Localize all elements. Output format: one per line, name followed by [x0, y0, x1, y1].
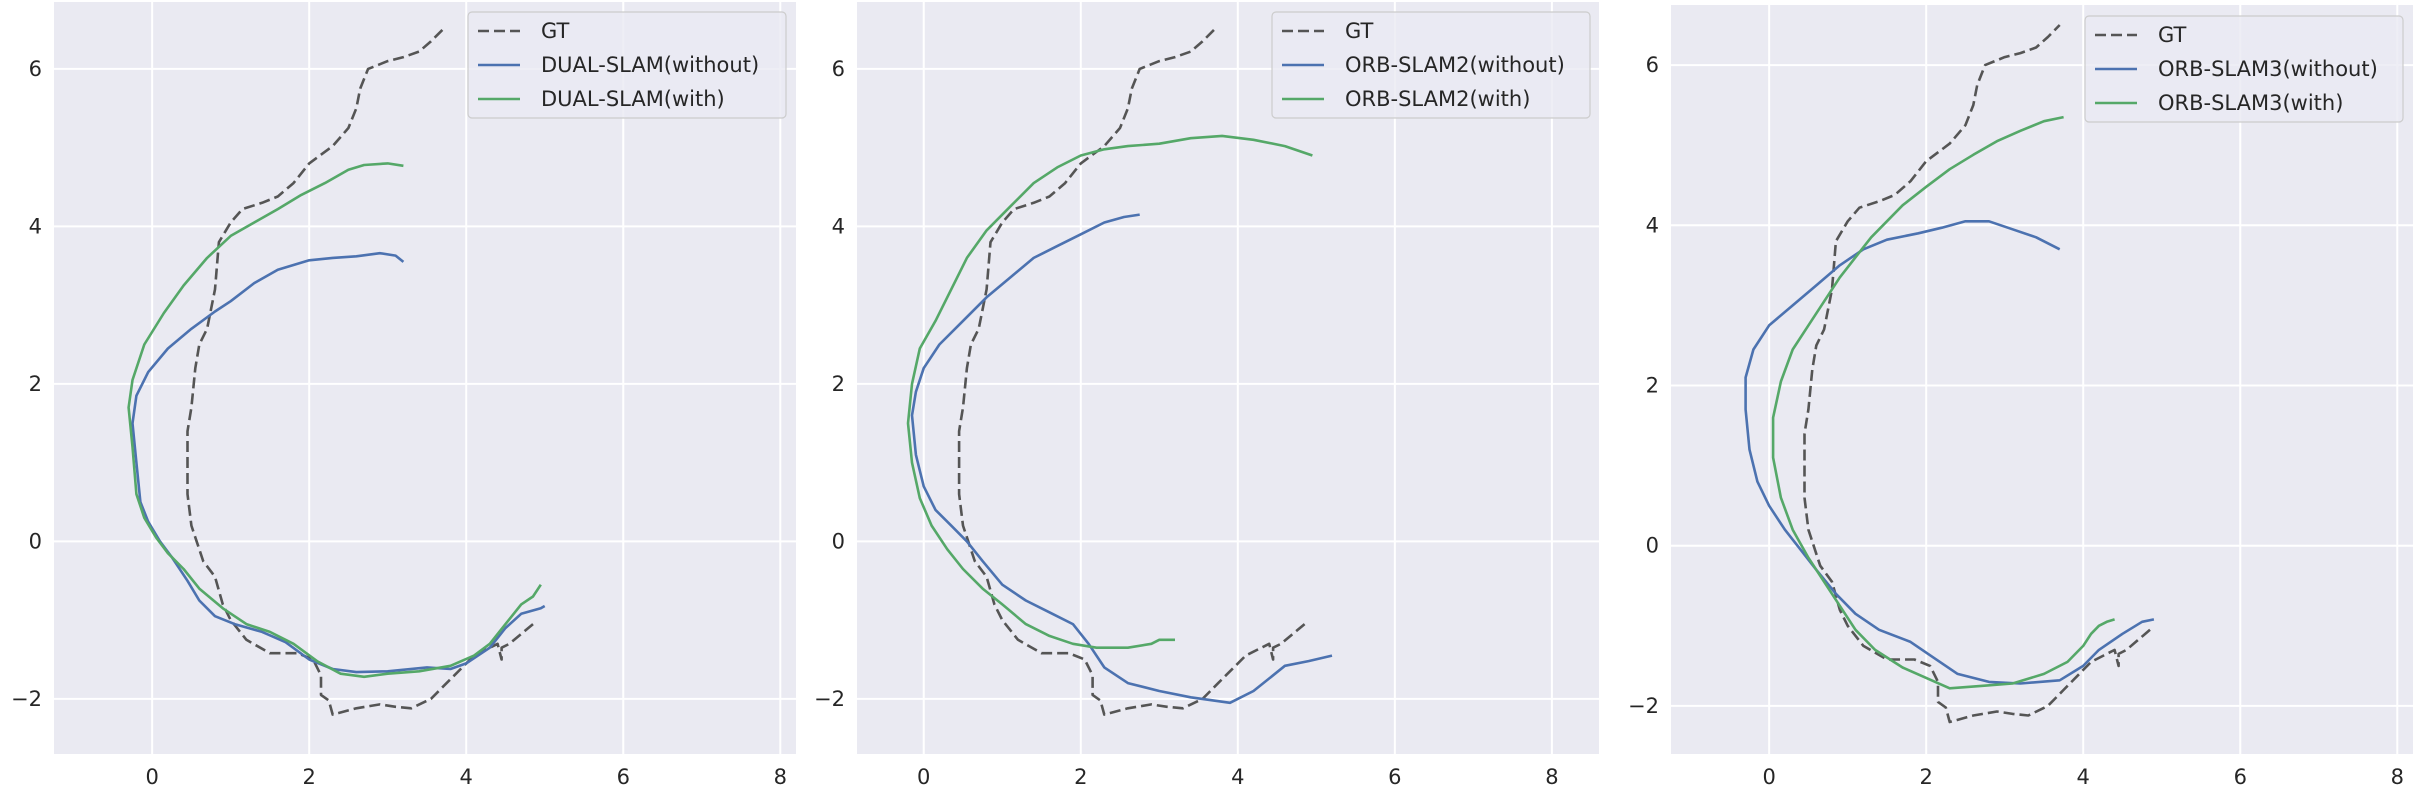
y-tick-label: 2: [832, 372, 845, 396]
y-tick-label: 2: [1646, 374, 1659, 398]
x-tick-label: 0: [145, 765, 158, 789]
x-tick-label: 0: [917, 765, 930, 789]
legend-box: [2084, 15, 2404, 123]
legend-label: DUAL-SLAM(with): [541, 87, 725, 111]
gridlines: [1671, 5, 2413, 754]
subplot-orb-slam2: 0 2 4 6 8 −2 0 2 4 6 GT ORB-SLAM2(without) ORB-SLAM2…: [814, 2, 1599, 789]
legend-label: GT: [2158, 23, 2187, 47]
plot-area: [1671, 5, 2413, 754]
series-line-orb-slam2-without: [910, 213, 1333, 705]
x-tick-label: 8: [1545, 765, 1558, 789]
x-tick-label: 6: [1388, 765, 1401, 789]
x-tick-label: 4: [2077, 765, 2090, 789]
series-line-dual-slam-with: [127, 162, 542, 679]
series-line-orb-slam3-without: [1744, 220, 2155, 685]
legend-box: [467, 11, 787, 119]
y-tick-label: 4: [832, 214, 845, 238]
subplot-orb-slam3: 0 2 4 6 8 −2 0 2 4 6 GT ORB-SLAM3(without) ORB-SLAM3…: [1628, 5, 2413, 789]
x-tick-label: 6: [617, 765, 630, 789]
y-tick-label: 6: [1646, 53, 1659, 77]
legend: GT ORB-SLAM2(without) ORB-SLAM2(with): [1271, 11, 1591, 119]
legend-label: DUAL-SLAM(without): [541, 53, 759, 77]
y-tick-label: 0: [1646, 534, 1659, 558]
x-tick-label: 8: [2391, 765, 2404, 789]
y-tick-label: 4: [1646, 213, 1659, 237]
legend-label: ORB-SLAM3(with): [2158, 91, 2343, 115]
legend-label: ORB-SLAM2(with): [1345, 87, 1530, 111]
x-tick-label: 8: [774, 765, 787, 789]
x-tick-label: 2: [1919, 765, 1932, 789]
y-tick-label: 4: [29, 214, 42, 238]
series-line-gt: [957, 28, 1306, 716]
x-tick-label: 0: [1762, 765, 1775, 789]
y-tick-label: −2: [11, 687, 42, 711]
gridlines: [857, 2, 1599, 754]
legend: GT DUAL-SLAM(without) DUAL-SLAM(with): [467, 11, 787, 119]
legend-label: ORB-SLAM2(without): [1345, 53, 1565, 77]
plot-area: [54, 2, 796, 754]
y-tick-label: 6: [29, 57, 42, 81]
legend-label: ORB-SLAM3(without): [2158, 57, 2378, 81]
x-tick-label: 4: [1231, 765, 1244, 789]
legend: GT ORB-SLAM3(without) ORB-SLAM3(with): [2084, 15, 2404, 123]
x-tick-label: 4: [460, 765, 473, 789]
legend-label: GT: [541, 19, 570, 43]
series-line-gt: [186, 28, 534, 716]
series-lines: [127, 28, 546, 716]
y-tick-label: 2: [29, 372, 42, 396]
y-tick-label: −2: [1628, 694, 1659, 718]
x-tick-label: 2: [1074, 765, 1087, 789]
series-line-gt: [1803, 24, 2151, 724]
y-tick-label: 6: [832, 57, 845, 81]
legend-box: [1271, 11, 1591, 119]
series-lines: [1744, 24, 2155, 724]
y-tick-label: 0: [29, 529, 42, 553]
subplot-dual-slam: 0 2 4 6 8 −2 0 2 4 6 GT DUAL-SLAM(without) DUAL-SLAM…: [11, 2, 796, 789]
x-tick-label: 6: [2234, 765, 2247, 789]
y-tick-label: 0: [832, 529, 845, 553]
plot-area: [857, 2, 1599, 754]
series-lines: [906, 28, 1333, 716]
x-tick-label: 2: [302, 765, 315, 789]
legend-label: GT: [1345, 19, 1374, 43]
y-tick-label: −2: [814, 687, 845, 711]
series-line-orb-slam2-with: [906, 134, 1313, 649]
series-line-orb-slam3-with: [1771, 115, 2115, 690]
